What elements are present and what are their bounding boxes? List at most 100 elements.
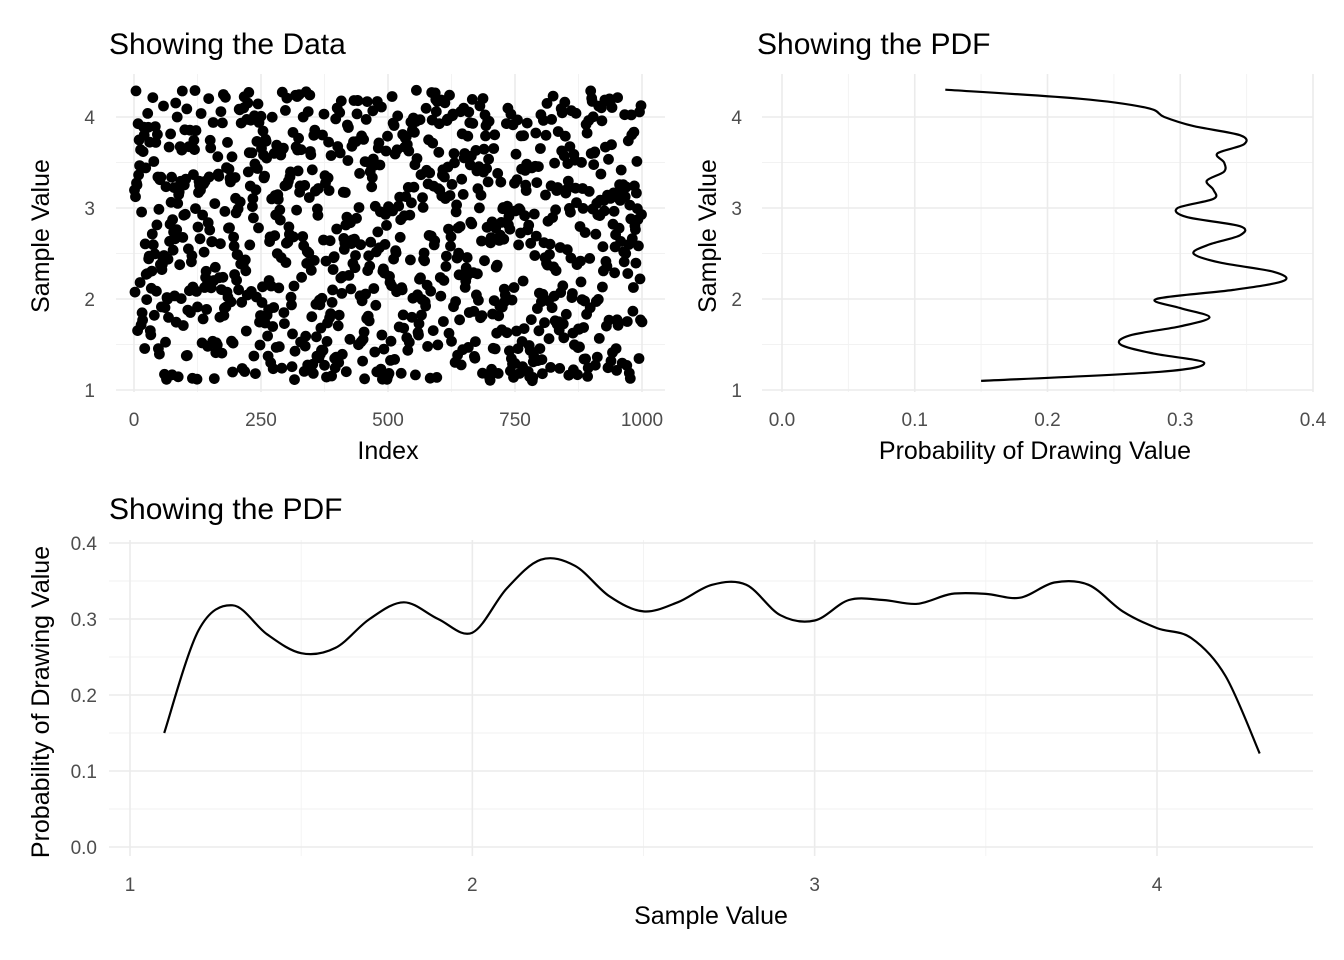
scatter-point xyxy=(228,231,240,243)
scatter-point xyxy=(474,202,485,214)
scatter-point xyxy=(349,262,361,274)
scatter-point xyxy=(620,248,632,259)
scatter-point xyxy=(353,202,365,213)
scatter-point xyxy=(259,170,270,182)
scatter-point xyxy=(134,277,146,288)
scatter-point xyxy=(581,127,593,139)
scatter-point xyxy=(626,233,638,245)
pdf-rotated-x-ticks: 0.0 0.1 0.2 0.3 0.4 xyxy=(769,410,1327,431)
scatter-point xyxy=(276,362,288,374)
scatter-points xyxy=(129,84,648,387)
scatter-y-ticks: 1 2 3 4 xyxy=(84,108,95,402)
scatter-point xyxy=(363,315,375,327)
scatter-y-tick-label: 2 xyxy=(84,290,95,311)
scatter-point xyxy=(390,247,402,259)
scatter-point xyxy=(311,331,322,343)
scatter-point xyxy=(397,309,409,321)
scatter-point xyxy=(250,184,262,196)
scatter-point xyxy=(410,369,421,381)
scatter-point xyxy=(129,286,141,298)
scatter-point xyxy=(633,353,645,364)
scatter-point xyxy=(513,239,524,251)
scatter-point xyxy=(531,177,543,189)
scatter-point xyxy=(273,341,285,353)
scatter-point xyxy=(335,95,347,107)
scatter-point xyxy=(318,108,330,120)
scatter-point xyxy=(512,114,523,126)
scatter-point xyxy=(192,301,203,313)
scatter-point xyxy=(254,339,266,351)
scatter-point xyxy=(289,374,300,385)
scatter-point xyxy=(288,280,300,292)
pdf-rotated-panel: 0.0 0.1 0.2 0.3 0.4 1 2 3 4 Showing the PDF Pro… xyxy=(694,28,1327,465)
scatter-point xyxy=(195,108,207,119)
scatter-point xyxy=(613,222,625,234)
scatter-point xyxy=(336,288,348,299)
scatter-point xyxy=(155,171,167,183)
scatter-point xyxy=(133,169,145,181)
scatter-point xyxy=(366,172,378,183)
scatter-point xyxy=(413,318,425,330)
scatter-point xyxy=(518,323,530,334)
scatter-point xyxy=(583,186,595,197)
scatter-point xyxy=(562,175,574,187)
scatter-point xyxy=(256,297,268,308)
scatter-point xyxy=(145,329,157,341)
scatter-point xyxy=(167,214,179,226)
scatter-point xyxy=(530,230,542,242)
scatter-point xyxy=(445,240,456,252)
scatter-point xyxy=(204,224,216,236)
scatter-point xyxy=(603,314,615,326)
scatter-point xyxy=(596,115,608,127)
pdf-rotated-gridlines xyxy=(762,74,1314,392)
scatter-point xyxy=(191,373,203,385)
scatter-point xyxy=(462,130,474,142)
pdf-x-tick-label: 4 xyxy=(1152,875,1163,896)
pdf-rotated-x-tick-label: 0.4 xyxy=(1300,410,1327,431)
pdf-x-tick-label: 1 xyxy=(125,875,136,896)
scatter-x-tick-label: 1000 xyxy=(621,410,663,431)
scatter-point xyxy=(285,291,297,303)
scatter-point xyxy=(635,100,647,111)
scatter-point xyxy=(511,174,523,186)
scatter-point xyxy=(438,275,450,286)
scatter-point xyxy=(628,126,640,138)
scatter-point xyxy=(267,321,279,332)
scatter-point xyxy=(191,286,202,297)
scatter-point xyxy=(163,141,175,153)
scatter-point xyxy=(537,368,548,380)
scatter-point xyxy=(162,253,174,265)
scatter-point xyxy=(540,129,552,141)
pdf-panel: 1 2 3 4 0.0 0.1 0.2 0.3 0.4 Showing the PDF Sam… xyxy=(27,493,1313,930)
scatter-point xyxy=(582,371,593,382)
scatter-point xyxy=(376,101,387,113)
scatter-point xyxy=(589,146,601,158)
scatter-point xyxy=(312,209,324,221)
scatter-point xyxy=(439,171,450,183)
scatter-point xyxy=(448,148,460,159)
scatter-point xyxy=(431,372,443,383)
scatter-point xyxy=(292,165,304,177)
scatter-point xyxy=(147,92,159,103)
scatter-point xyxy=(450,296,461,307)
scatter-point xyxy=(470,336,481,347)
scatter-point xyxy=(624,373,636,384)
scatter-point xyxy=(536,354,548,365)
scatter-point xyxy=(269,230,281,242)
scatter-point xyxy=(376,329,388,341)
scatter-point xyxy=(279,318,290,329)
scatter-point xyxy=(461,252,473,263)
scatter-point xyxy=(392,110,404,122)
scatter-point xyxy=(146,265,158,277)
pdf-rotated-y-tick-label: 3 xyxy=(731,199,742,220)
scatter-point xyxy=(299,340,311,352)
scatter-point xyxy=(247,201,258,213)
scatter-point xyxy=(179,208,191,220)
scatter-point xyxy=(527,372,539,383)
scatter-point xyxy=(550,265,562,276)
scatter-point xyxy=(154,348,165,360)
scatter-point xyxy=(560,308,572,320)
scatter-point xyxy=(592,294,604,305)
scatter-point xyxy=(268,302,280,313)
scatter-point xyxy=(205,142,217,154)
